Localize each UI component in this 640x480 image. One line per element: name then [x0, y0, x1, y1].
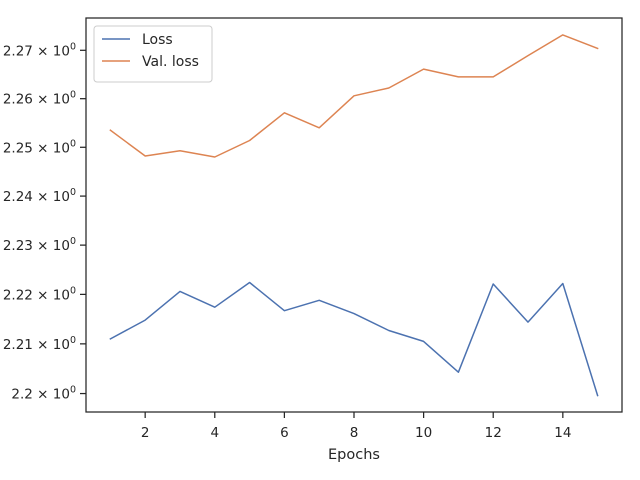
y-tick-label: 2.23 × 100 [3, 236, 76, 254]
x-tick-label: 14 [554, 425, 571, 441]
legend-box [93, 25, 213, 83]
plot-frame [85, 17, 623, 413]
y-tick-label: 2.27 × 100 [3, 41, 76, 59]
y-tick-label: 2.25 × 100 [3, 138, 76, 156]
y-tick-label: 2.26 × 100 [3, 90, 76, 108]
x-axis-ticks: 2 4 6 8 10 12 14 [141, 412, 571, 441]
series-line-loss [109, 281, 599, 397]
x-tick-label: 4 [210, 425, 219, 441]
legend-label: Loss [142, 32, 173, 48]
y-tick-label: 2.22 × 100 [3, 285, 76, 303]
x-tick-label: 12 [485, 425, 502, 441]
plot-lines [109, 34, 599, 397]
x-tick-label: 2 [141, 425, 150, 441]
x-axis-label: Epochs [328, 447, 380, 463]
legend-label: Val. loss [142, 54, 199, 70]
x-tick-label: 8 [350, 425, 359, 441]
x-tick-label: 10 [415, 425, 432, 441]
series-line-val-loss [109, 34, 599, 158]
x-tick-label: 6 [280, 425, 289, 441]
y-tick-label: 2.21 × 100 [3, 335, 76, 353]
y-tick-label: 2.2 × 100 [11, 385, 76, 403]
y-tick-label: 2.24 × 100 [3, 187, 76, 205]
y-axis-ticks: 2.2 × 100 2.21 × 100 2.22 × 100 2.23 × 100 2… [3, 41, 86, 403]
legend: Loss Val. loss [93, 25, 213, 83]
